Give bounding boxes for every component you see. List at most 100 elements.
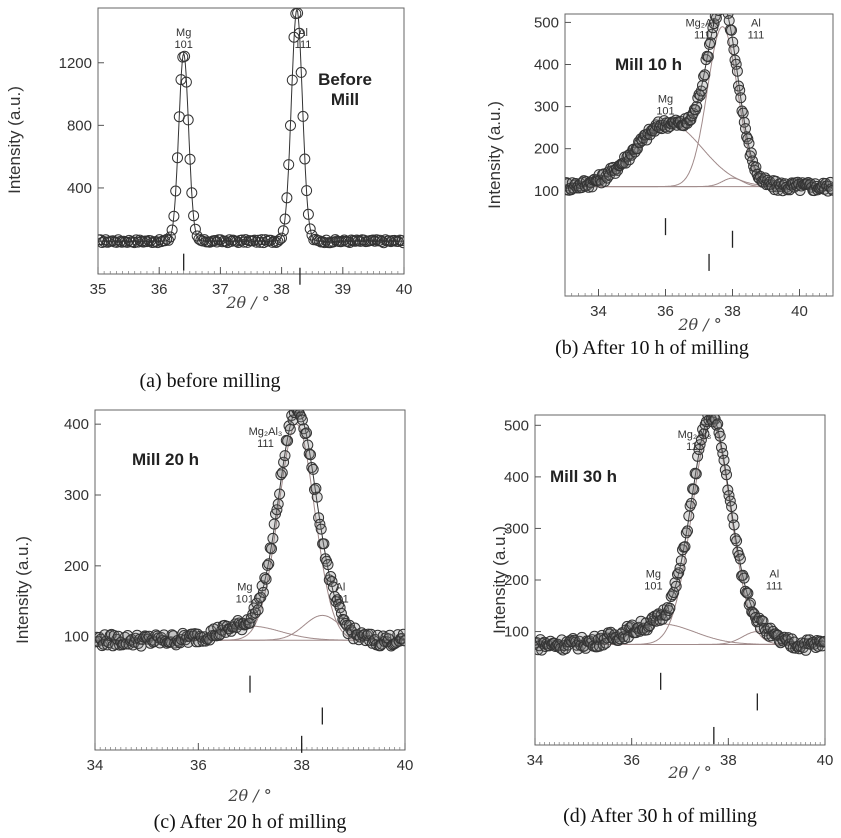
data-point xyxy=(676,556,686,566)
data-point xyxy=(277,468,287,478)
panel-caption: (b) After 10 h of milling xyxy=(555,337,749,359)
curves-d xyxy=(535,416,825,645)
panel-c: 34 36 38 401002003004002θ / °Intensity (a.u… xyxy=(13,403,413,833)
data-point xyxy=(732,66,742,76)
peak-label-hkl: 111 xyxy=(748,30,765,42)
data-point xyxy=(306,450,316,460)
peak-label-hkl: 101 xyxy=(175,39,193,51)
panel-annotation: Mill 10 h xyxy=(615,55,682,74)
x-tick-label: 38 xyxy=(293,757,310,774)
data-point xyxy=(323,560,333,570)
peak-label-hkl: 101 xyxy=(236,594,254,606)
panel-annotation: Mill 30 h xyxy=(550,467,617,486)
peak-label-phase: Mg₂Al₃ xyxy=(249,426,283,438)
y-tick-label: 100 xyxy=(64,629,89,646)
data-point xyxy=(316,524,326,534)
data-point xyxy=(715,0,725,8)
data-point xyxy=(700,70,710,80)
x-tick-label: 36 xyxy=(151,281,168,298)
x-tick-label: 40 xyxy=(396,281,413,298)
data-point xyxy=(273,499,283,509)
data-point xyxy=(253,605,263,615)
y-tick-label: 400 xyxy=(64,416,89,433)
data-point xyxy=(280,451,290,461)
y-tick-label: 800 xyxy=(67,117,92,134)
data-point xyxy=(698,81,708,91)
panel-caption: (c) After 20 h of milling xyxy=(154,811,347,833)
data-point xyxy=(671,581,681,591)
peak-label-hkl: 101 xyxy=(656,105,674,117)
y-axis-title: Intensity (a.u.) xyxy=(485,101,504,209)
y-tick-label: 1200 xyxy=(59,55,92,72)
x-tick-label: 36 xyxy=(190,757,207,774)
x-axis-title: 2θ / ° xyxy=(677,315,721,334)
data-point xyxy=(275,489,285,499)
y-tick-label: 300 xyxy=(534,99,559,116)
data-point xyxy=(302,428,312,438)
data-point xyxy=(312,492,322,502)
data-point xyxy=(400,636,410,646)
peak-label-phase: Mg xyxy=(646,568,661,580)
data-point xyxy=(721,1,731,11)
data-point xyxy=(258,587,268,597)
peak-label-phase: Mg xyxy=(658,93,673,105)
data-point xyxy=(665,603,675,613)
data-point xyxy=(732,536,742,546)
data-points-a xyxy=(94,8,409,248)
data-point xyxy=(680,542,690,552)
curves-a xyxy=(98,10,404,242)
panel-caption: (d) After 30 h of milling xyxy=(563,805,757,827)
data-point xyxy=(729,520,739,530)
x-axis-title: 2θ / ° xyxy=(667,763,711,782)
data-point xyxy=(736,93,746,103)
fit-curve xyxy=(535,416,825,645)
panel-a: 35 36 37 38 39 4040080012002θ / °Intensity (a… xyxy=(5,8,412,392)
fit-curve xyxy=(98,10,404,242)
x-tick-label: 38 xyxy=(720,752,737,769)
data-point xyxy=(828,185,838,195)
plot-frame-a xyxy=(98,8,404,274)
plot-frame-b xyxy=(565,14,833,296)
data-point xyxy=(727,502,737,512)
x-tick-label: 36 xyxy=(657,303,674,320)
data-point xyxy=(715,431,725,441)
data-point xyxy=(717,0,727,10)
data-points-d xyxy=(530,406,829,655)
data-point xyxy=(684,511,694,521)
y-tick-label: 500 xyxy=(534,14,559,31)
x-tick-label: 38 xyxy=(273,281,290,298)
x-tick-label: 34 xyxy=(87,757,104,774)
data-point xyxy=(735,554,745,564)
data-point xyxy=(729,45,739,55)
data-point xyxy=(744,138,754,148)
component-curve xyxy=(535,423,825,645)
data-point xyxy=(724,16,734,26)
y-axis-title: Intensity (a.u.) xyxy=(5,86,24,194)
y-tick-label: 200 xyxy=(534,141,559,158)
peak-label-hkl: 101 xyxy=(644,580,662,592)
panel-annotation: Before xyxy=(318,70,372,89)
peak-label-hkl: 111 xyxy=(694,30,711,42)
panel-annotation: Mill xyxy=(331,90,359,109)
x-tick-label: 40 xyxy=(397,757,414,774)
data-point xyxy=(718,0,728,6)
peak-label-phase: Mg₂Al₃ xyxy=(678,429,712,441)
y-tick-label: 400 xyxy=(534,57,559,74)
peak-label-phase: Al xyxy=(298,27,308,39)
x-tick-label: 40 xyxy=(791,303,808,320)
peak-label-phase: Al xyxy=(751,18,761,30)
data-point xyxy=(319,539,329,549)
x-tick-label: 34 xyxy=(527,752,544,769)
peak-label-phase: Mg xyxy=(176,27,191,39)
peak-label-phase: Mg₂Al₃ xyxy=(685,18,719,30)
y-tick-label: 400 xyxy=(67,180,92,197)
data-point xyxy=(720,1,730,11)
data-point xyxy=(722,3,732,13)
data-point xyxy=(264,559,274,569)
y-tick-label: 400 xyxy=(504,469,529,486)
data-point xyxy=(691,469,701,479)
x-tick-label: 39 xyxy=(334,281,351,298)
data-point xyxy=(703,52,713,62)
x-tick-label: 34 xyxy=(590,303,607,320)
